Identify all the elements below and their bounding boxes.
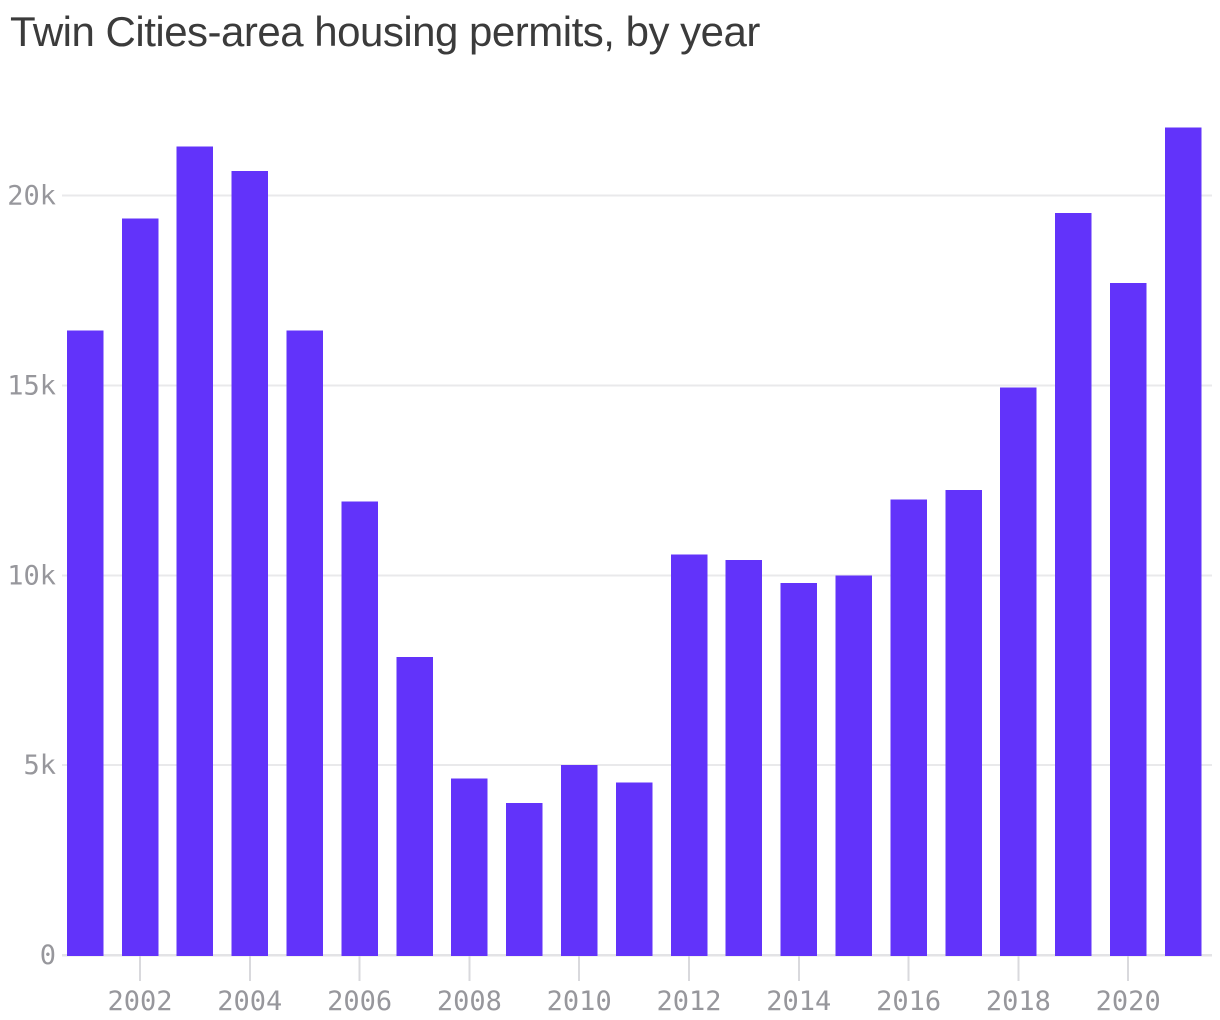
x-tick-label-2016: 2016 bbox=[876, 986, 941, 1017]
bar-2012 bbox=[670, 554, 708, 956]
x-tick-label-2006: 2006 bbox=[327, 986, 392, 1017]
bar-2013 bbox=[725, 560, 763, 956]
bar-2016 bbox=[890, 499, 927, 956]
y-tick-label-10k: 10k bbox=[7, 560, 56, 591]
bar-2021 bbox=[1164, 127, 1202, 957]
bar-2019 bbox=[1055, 212, 1092, 957]
y-tick-label-5k: 5k bbox=[23, 750, 56, 781]
bar-2018 bbox=[1000, 387, 1037, 956]
chart-title: Twin Cities-area housing permits, by yea… bbox=[10, 8, 760, 55]
bar-2002 bbox=[121, 218, 159, 956]
x-tick-label-2018: 2018 bbox=[986, 986, 1051, 1017]
y-tick-label-0: 0 bbox=[40, 940, 56, 971]
x-tick-label-2012: 2012 bbox=[656, 986, 721, 1017]
bar-2008 bbox=[451, 778, 488, 956]
bar-2011 bbox=[615, 782, 653, 956]
x-tick-label-2008: 2008 bbox=[437, 986, 502, 1017]
bar-2015 bbox=[835, 575, 872, 956]
bar-2003 bbox=[176, 146, 214, 957]
bar-2014 bbox=[780, 582, 817, 956]
bar-2005 bbox=[286, 330, 323, 956]
bar-2007 bbox=[396, 657, 433, 956]
bar-2017 bbox=[945, 489, 982, 956]
x-tick-label-2002: 2002 bbox=[107, 986, 172, 1017]
bar-2006 bbox=[341, 501, 378, 956]
bar-2020 bbox=[1109, 283, 1147, 956]
y-tick-label-20k: 20k bbox=[7, 181, 56, 212]
y-tick-label-15k: 15k bbox=[7, 371, 56, 402]
bar-2001 bbox=[66, 330, 104, 956]
x-tick-label-2004: 2004 bbox=[217, 986, 282, 1017]
x-tick-label-2020: 2020 bbox=[1096, 986, 1161, 1017]
x-tick-label-2010: 2010 bbox=[547, 986, 612, 1017]
bar-2009 bbox=[506, 803, 543, 956]
bar-2010 bbox=[560, 765, 598, 956]
bar-2004 bbox=[231, 171, 268, 956]
x-tick-label-2014: 2014 bbox=[766, 986, 831, 1017]
